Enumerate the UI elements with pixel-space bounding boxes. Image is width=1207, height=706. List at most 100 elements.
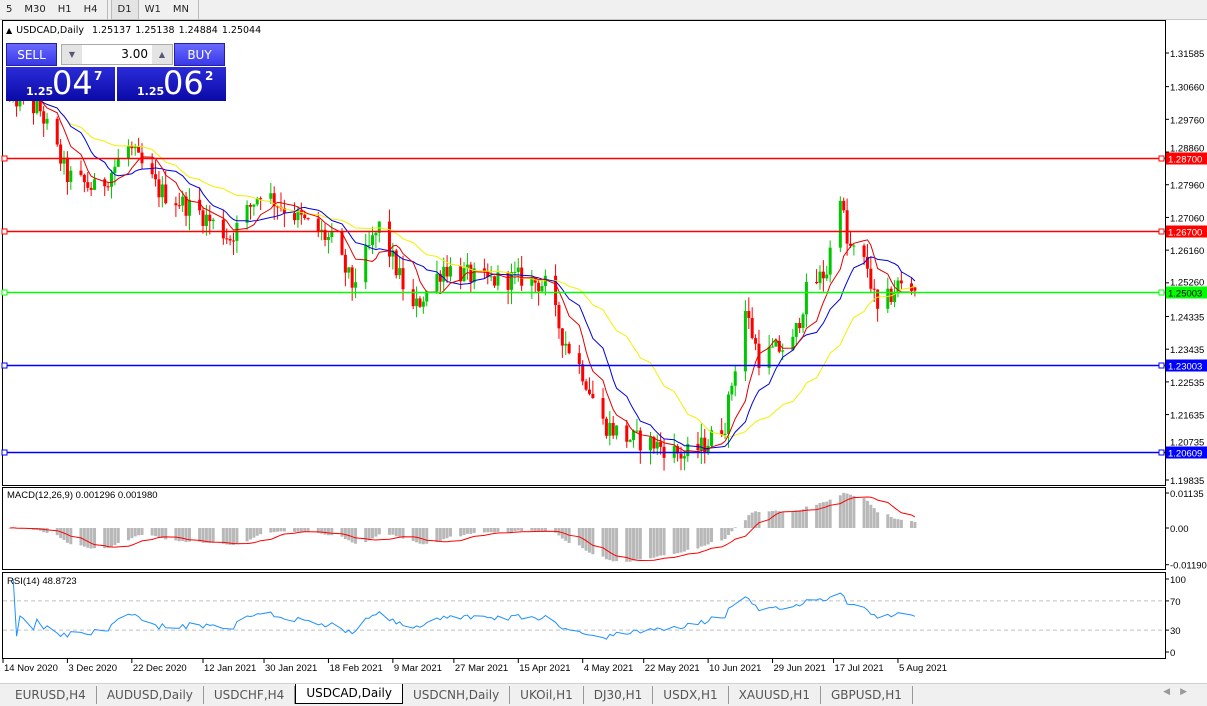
tab-gbpusd-h1[interactable]: GBPUSD,H1 [821, 686, 913, 704]
candle-body [625, 425, 629, 442]
candle-body [364, 245, 368, 283]
timeframe-w1[interactable]: W1 [144, 3, 161, 15]
tab-audusd-daily[interactable]: AUDUSD,Daily [97, 686, 204, 704]
candle-body [116, 159, 120, 167]
macd-histogram-bar [228, 528, 232, 545]
candle-body [198, 199, 202, 211]
macd-histogram-bar [401, 528, 405, 539]
candle-body [913, 287, 917, 291]
macd-histogram-bar [425, 528, 429, 544]
toolbar-separator [197, 0, 199, 20]
increase-lot-icon[interactable]: ▲ [152, 45, 172, 64]
candle-body [648, 437, 652, 451]
candle-body [269, 193, 273, 199]
tab-eurusd-h4[interactable]: EURUSD,H4 [5, 686, 97, 704]
rsi-tick-label: 0 [1170, 648, 1175, 659]
candle-body [221, 219, 225, 239]
macd-histogram-bar [896, 519, 900, 528]
lot-size-input[interactable]: 3.00 [121, 47, 148, 61]
timeframe-h1[interactable]: H1 [57, 3, 72, 15]
candle-body [204, 214, 208, 226]
candle-body [754, 338, 758, 344]
level-label-bg [1166, 225, 1207, 238]
macd-histogram-bar [537, 528, 541, 532]
price-tick-label: 1.20735 [1170, 438, 1204, 449]
macd-histogram-bar [472, 528, 476, 534]
candle-body [899, 280, 903, 284]
collapse-triangle-icon[interactable]: ▲ [6, 26, 13, 35]
lot-size-stepper[interactable]: ▼ 3.00 ▲ [61, 44, 173, 65]
macd-histogram-bar [59, 528, 63, 539]
candle-body [272, 193, 276, 207]
macd-histogram-bar [601, 528, 605, 557]
candle-body [489, 276, 493, 278]
rsi-tick-label: 100 [1170, 575, 1186, 586]
date-tick-label: 30 Jan 2021 [265, 663, 317, 674]
sell-button[interactable]: SELL [6, 43, 57, 66]
macd-histogram-bar [415, 528, 419, 543]
macd-histogram-bar [821, 502, 825, 528]
candle-body [367, 244, 371, 246]
candle-body [316, 218, 320, 232]
candle-body [387, 221, 391, 257]
candle-body [587, 389, 591, 394]
macd-histogram-bar [838, 495, 842, 528]
date-tick-label: 15 Apr 2021 [519, 663, 570, 674]
candle-body [462, 268, 466, 282]
level-handle [1158, 228, 1165, 235]
macd-histogram-bar [235, 528, 239, 544]
candle-body [554, 275, 558, 306]
tab-usdx-h1[interactable]: USDX,H1 [653, 686, 729, 704]
candle-body [757, 343, 761, 368]
candle-body [876, 289, 880, 309]
macd-histogram-bar [438, 528, 442, 542]
timeframe-m30[interactable]: M30 [24, 3, 46, 15]
price-tick-label: 1.22535 [1170, 378, 1204, 389]
macd-histogram-bar [794, 510, 798, 528]
candle-body [608, 422, 612, 436]
tab-xauusd-h1[interactable]: XAUUSD,H1 [729, 686, 821, 704]
price-chart[interactable]: 1.31585 1.30660 1.29760 1.28860 1.27960 1.270… [0, 20, 1207, 683]
chart-tabs: EURUSD,H4 AUDUSD,Daily USDCHF,H4 USDCAD,Dai… [0, 683, 1207, 706]
candle-body [747, 310, 751, 318]
tab-usdcad-daily[interactable]: USDCAD,Daily [295, 684, 403, 704]
sell-price[interactable]: 1.25 04 7 [6, 64, 115, 102]
candle-body [228, 238, 232, 241]
rsi-tick-label: 70 [1170, 597, 1181, 608]
macd-histogram-bar [564, 528, 568, 541]
tab-ukoil-h1[interactable]: UKOil,H1 [510, 686, 584, 704]
ma-fast-line [16, 94, 915, 453]
timeframe-5[interactable]: 5 [6, 3, 13, 15]
macd-histogram-bar [252, 528, 256, 538]
macd-histogram-bar [720, 528, 724, 541]
candle-body [896, 280, 900, 294]
buy-price[interactable]: 1.25 06 2 [117, 64, 226, 102]
candle-body [86, 182, 90, 188]
candle-body [184, 196, 188, 216]
timeframe-h4[interactable]: H4 [83, 3, 98, 15]
macd-histogram-bar [354, 528, 358, 544]
close-value: 1.25044 [221, 25, 262, 36]
tab-usdcnh-daily[interactable]: USDCNH,Daily [403, 686, 511, 704]
candle-body [93, 179, 97, 190]
candle-body [513, 272, 517, 274]
tab-scroll-arrows-icon[interactable]: ◀▶ [1163, 687, 1197, 697]
buy-button[interactable]: BUY [174, 43, 225, 66]
rsi-tick-label: 30 [1170, 626, 1181, 637]
tab-dj30-h1[interactable]: DJ30,H1 [584, 686, 654, 704]
decrease-lot-icon[interactable]: ▼ [62, 45, 82, 64]
candle-body [282, 208, 286, 213]
candle-body [557, 305, 561, 329]
candle-body [635, 430, 639, 432]
tab-usdchf-h4[interactable]: USDCHF,H4 [204, 686, 296, 704]
candle-body [577, 353, 581, 365]
timeframe-mn[interactable]: MN [172, 3, 189, 15]
level-handle [1, 362, 8, 369]
candle-body [130, 145, 134, 149]
macd-histogram-bar [106, 528, 110, 548]
low-value: 1.24884 [178, 25, 218, 36]
macd-histogram-bar [659, 528, 663, 556]
timeframe-d1[interactable]: D1 [110, 0, 139, 20]
candle-body [62, 157, 66, 164]
candle-body [377, 221, 381, 233]
